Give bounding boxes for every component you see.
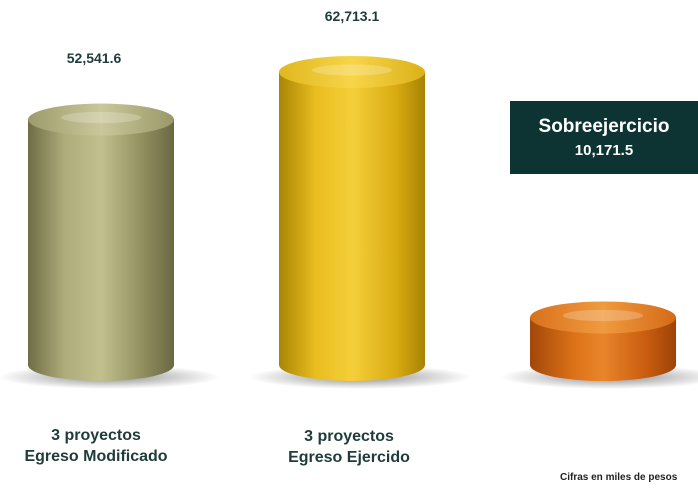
category-line-1: 3 proyectos — [304, 428, 394, 445]
bar-egreso-ejercido — [279, 72, 425, 381]
category-line-1: 3 proyectos — [51, 427, 141, 444]
bar-top-egreso-modificado — [28, 103, 174, 136]
units-note: Cifras en miles de pesos — [560, 472, 678, 483]
bar-highlight-egreso-ejercido — [311, 64, 393, 76]
bar-highlight-sobreejercicio — [562, 309, 644, 322]
bar-top-sobreejercicio — [530, 301, 676, 334]
bar-top-egreso-ejercido — [279, 56, 425, 88]
category-label-egreso-modificado: 3 proyectos Egreso Modificado — [0, 425, 196, 467]
category-line-2: Egreso Ejercido — [288, 449, 410, 466]
category-label-egreso-ejercido: 3 proyectos Egreso Ejercido — [249, 426, 449, 468]
callout-value: 10,171.5 — [574, 142, 634, 159]
sobreejercicio-callout: Sobreejercicio 10,171.5 — [510, 101, 698, 174]
callout-title: Sobreejercicio — [538, 116, 670, 137]
bar-egreso-modificado — [28, 119, 174, 381]
category-line-2: Egreso Modificado — [24, 448, 168, 465]
value-label-egreso-modificado: 52,541.6 — [66, 50, 122, 66]
value-label-egreso-ejercido: 62,713.1 — [324, 8, 380, 24]
bar-sobreejercicio — [530, 317, 676, 381]
bar-highlight-egreso-modificado — [60, 111, 142, 124]
